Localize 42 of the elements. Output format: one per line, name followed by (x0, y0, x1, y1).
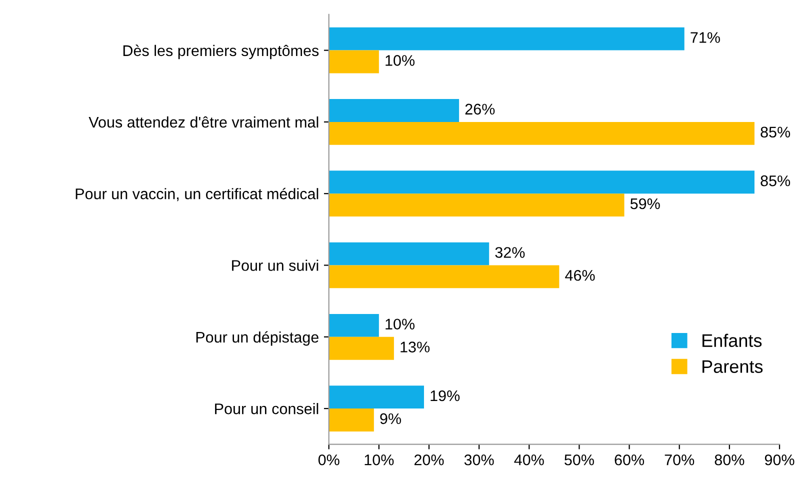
data-label: 10% (386, 55, 415, 66)
y-tick-label: Vous attendez d'être vraiment mal (88, 116, 318, 128)
bar (328, 408, 374, 432)
data-label: 10% (386, 318, 415, 330)
legend-label: Enfants (702, 334, 762, 347)
bar (328, 194, 624, 217)
bar (328, 242, 490, 266)
data-label: 85% (760, 175, 790, 186)
x-tick-label: 70% (664, 454, 694, 466)
data-label: 59% (630, 198, 660, 210)
bar (328, 27, 684, 50)
bar (328, 122, 754, 145)
data-label: 13% (400, 342, 430, 352)
x-tick-label: 20% (414, 454, 444, 466)
x-tick-label: 80% (714, 454, 744, 466)
bar (328, 170, 754, 194)
x-tick-label: 60% (614, 454, 644, 466)
x-tick-label: 40% (514, 454, 544, 466)
data-label: 85% (760, 126, 790, 138)
data-label: 26% (465, 104, 495, 115)
x-tick-label: 0% (318, 454, 340, 466)
y-tick-label: Pour un dépistage (196, 331, 318, 346)
data-label: 9% (380, 413, 402, 424)
bar (328, 386, 424, 409)
y-tick-label: Dès les premiers symptômes (123, 44, 319, 60)
data-label: 71% (690, 32, 720, 43)
bar (328, 314, 379, 337)
bar (328, 265, 560, 288)
data-label: 32% (495, 247, 525, 258)
bar (328, 50, 379, 74)
data-label: 19% (430, 390, 460, 402)
legend-label: Parents (702, 360, 763, 373)
x-tick-label: 30% (464, 454, 494, 466)
bar (328, 336, 394, 360)
data-label: 46% (565, 270, 595, 281)
y-tick-label: Pour un vaccin, un certificat médical (76, 188, 318, 202)
x-tick-label: 90% (764, 454, 794, 466)
y-tick-label: Pour un conseil (215, 403, 318, 414)
bar (328, 99, 460, 122)
x-tick-label: 50% (564, 454, 594, 466)
x-tick-label: 10% (364, 454, 394, 466)
y-tick-label: Pour un suivi (232, 260, 318, 271)
